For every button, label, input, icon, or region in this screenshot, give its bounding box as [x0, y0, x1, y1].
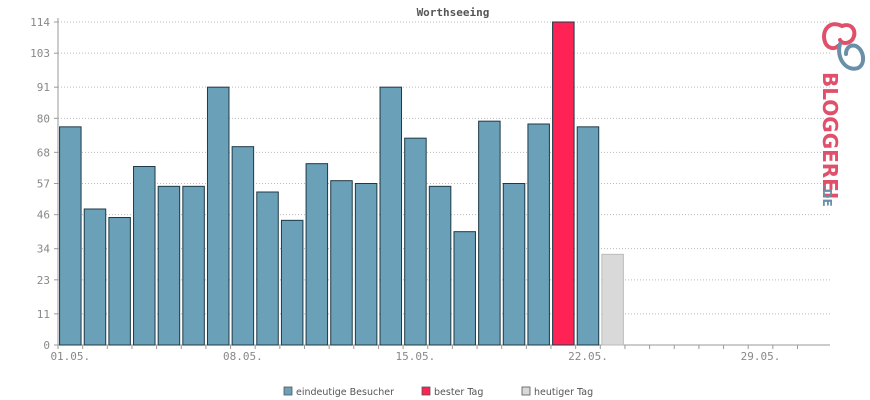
- y-tick-label: 46: [37, 209, 50, 222]
- bloggerei-logo-icon: [822, 22, 865, 71]
- legend-swatch: [521, 386, 531, 396]
- y-tick-label: 114: [30, 16, 50, 29]
- bar-eindeutige-besucher: [256, 191, 279, 346]
- bar-eindeutige-besucher: [83, 208, 107, 346]
- bar-eindeutige-besucher: [182, 185, 205, 346]
- y-tick-label: 57: [37, 178, 50, 191]
- legend-swatch: [283, 386, 293, 396]
- bloggerei-logo: BLOGGEREI .DE: [818, 22, 865, 207]
- bar-eindeutige-besucher: [280, 219, 304, 346]
- y-tick-label: 80: [37, 112, 50, 125]
- y-tick-label: 91: [37, 81, 50, 94]
- y-tick-label: 103: [30, 47, 50, 60]
- y-tick-label: 11: [37, 308, 50, 321]
- bar-eindeutige-besucher: [453, 231, 476, 346]
- bar-series: [59, 21, 624, 346]
- bar-eindeutige-besucher: [59, 126, 82, 346]
- bar-heutiger-tag: [601, 253, 624, 346]
- x-tick-label: 29.05.: [741, 350, 781, 363]
- y-tick-label: 68: [37, 146, 50, 159]
- bar-eindeutige-besucher: [157, 185, 181, 346]
- bloggerei-logo-text: BLOGGEREI: [818, 72, 842, 199]
- x-tick-label: 15.05.: [396, 350, 436, 363]
- bar-eindeutige-besucher: [576, 126, 600, 346]
- legend-swatch: [421, 386, 431, 396]
- bar-eindeutige-besucher: [379, 86, 403, 346]
- bar-eindeutige-besucher: [231, 146, 255, 346]
- legend-label: eindeutige Besucher: [296, 387, 394, 398]
- bar-eindeutige-besucher: [502, 183, 526, 346]
- chart-title: Worthseeing: [417, 6, 490, 19]
- bar-eindeutige-besucher: [206, 86, 230, 346]
- chart-legend: eindeutige Besucher bester Tag heutiger Ta…: [283, 386, 593, 398]
- y-axis: 0 11 23 34 46 57 68 80 91 103 114: [30, 16, 59, 352]
- x-tick-label: 01.05.: [50, 350, 90, 363]
- bar-eindeutige-besucher: [354, 183, 378, 346]
- x-tick-label: 22.05.: [568, 350, 608, 363]
- bar-eindeutige-besucher: [527, 123, 550, 346]
- legend-label: bester Tag: [434, 387, 483, 398]
- legend-label: heutiger Tag: [534, 387, 593, 398]
- bar-eindeutige-besucher: [330, 180, 353, 346]
- bar-eindeutige-besucher: [404, 137, 427, 346]
- y-tick-label: 0: [43, 339, 50, 352]
- x-tick-label: 08.05.: [223, 350, 263, 363]
- y-tick-label: 23: [37, 274, 50, 287]
- bar-eindeutige-besucher: [108, 217, 131, 346]
- bar-eindeutige-besucher: [305, 163, 329, 346]
- x-axis: 01.05. 08.05. 15.05. 22.05. 29.05.: [50, 344, 830, 363]
- y-tick-label: 34: [37, 243, 51, 256]
- bloggerei-logo-domain: .DE: [820, 184, 834, 207]
- bar-eindeutige-besucher: [428, 185, 452, 346]
- bar-bester-tag: [552, 21, 575, 346]
- bar-eindeutige-besucher: [133, 166, 156, 346]
- bar-eindeutige-besucher: [478, 120, 501, 346]
